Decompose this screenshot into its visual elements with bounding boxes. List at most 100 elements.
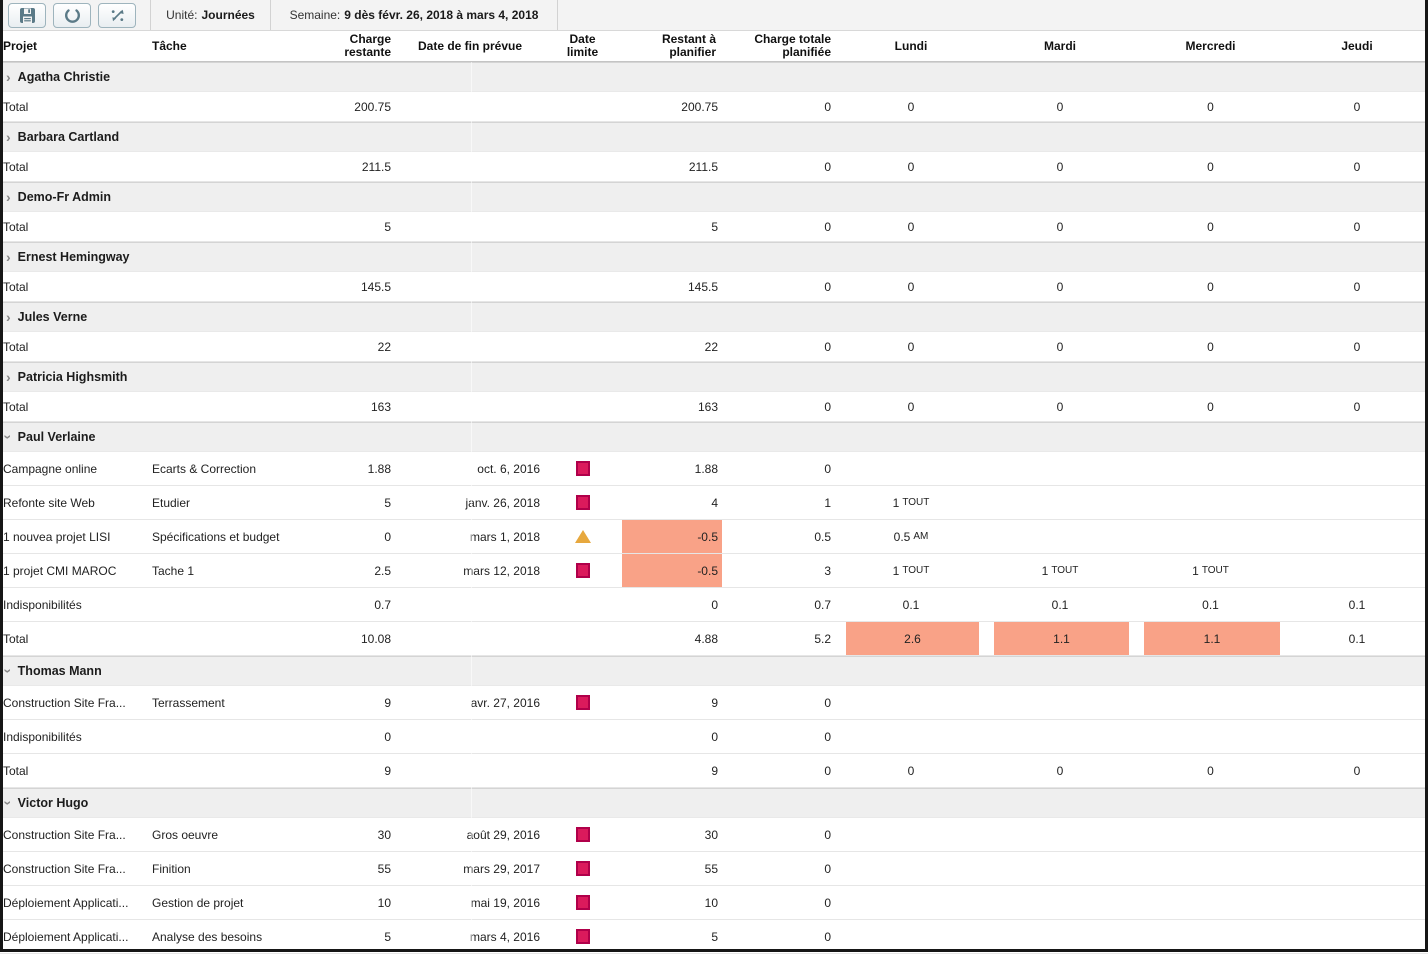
day-cell-lundi[interactable]: 1 TOUT	[837, 554, 985, 587]
day-cell-mardi[interactable]	[985, 686, 1135, 719]
toolbar-buttons	[0, 0, 150, 30]
day-cell-jeudi[interactable]	[1286, 886, 1428, 919]
chevron-right-icon[interactable]: ›	[6, 69, 11, 85]
day-cell-mercredi[interactable]	[1135, 818, 1286, 851]
day-cell-mercredi: 0	[1135, 754, 1286, 787]
day-cell-mercredi: 0	[1135, 392, 1286, 421]
resource-name: Patricia Highsmith	[17, 370, 128, 384]
resource-name: Thomas Mann	[17, 664, 102, 678]
day-cell-lundi[interactable]	[837, 886, 985, 919]
refresh-button[interactable]	[53, 2, 91, 28]
column-header-charge-totale[interactable]: Charge totale planifiée	[754, 32, 831, 59]
cell-date-limite	[543, 920, 622, 953]
resource-name: Victor Hugo	[17, 796, 89, 810]
cell-date-limite	[543, 686, 622, 719]
cell-restant-a-planifier: 30	[704, 827, 718, 842]
day-cell-mardi[interactable]	[985, 852, 1135, 885]
cell-charge-restante: 9	[384, 695, 391, 710]
cell-restant-a-planifier: 1.88	[694, 461, 718, 476]
day-cell-jeudi[interactable]	[1286, 686, 1428, 719]
cell-charge-totale-planifiee: 0	[824, 279, 831, 294]
cell-restant-a-planifier: 4.88	[694, 631, 718, 646]
unit-section: Unité: Journées	[150, 0, 270, 30]
chevron-right-icon[interactable]: ›	[6, 369, 11, 385]
day-cell-mercredi[interactable]	[1135, 486, 1286, 519]
day-cell-jeudi[interactable]	[1286, 486, 1428, 519]
day-cell-mardi: 0	[985, 212, 1135, 241]
group-header-row[interactable]: › Victor Hugo	[0, 788, 1428, 818]
cell-restant-a-planifier: 211.5	[688, 159, 718, 174]
day-cell-mercredi[interactable]	[1135, 452, 1286, 485]
day-cell-jeudi[interactable]	[1286, 920, 1428, 953]
day-cell-lundi[interactable]	[837, 818, 985, 851]
cell-date-fin-prevue: mars 29, 2017	[463, 861, 540, 876]
column-header-charge-restante[interactable]: Charge restante	[344, 32, 391, 59]
day-cell-jeudi[interactable]	[1286, 452, 1428, 485]
group-header-row[interactable]: › Demo-Fr Admin	[0, 182, 1428, 212]
column-header-jeudi[interactable]: Jeudi	[1341, 38, 1373, 53]
day-cell-lundi[interactable]	[837, 686, 985, 719]
day-value: 0	[1056, 279, 1064, 294]
group-header-row[interactable]: › Paul Verlaine	[0, 422, 1428, 452]
group-header-row[interactable]: › Barbara Cartland	[0, 122, 1428, 152]
column-header-mercredi[interactable]: Mercredi	[1185, 38, 1236, 53]
day-value: 0	[907, 339, 915, 354]
day-cell-mardi[interactable]	[985, 886, 1135, 919]
column-header-tache[interactable]: Tâche	[152, 38, 187, 53]
cell-charge-totale-planifiee: 0	[824, 219, 831, 234]
total-label: Total	[3, 159, 29, 174]
day-cell-mercredi[interactable]	[1135, 920, 1286, 953]
chevron-down-icon[interactable]: ›	[0, 434, 17, 440]
day-cell-jeudi[interactable]	[1286, 852, 1428, 885]
day-cell-mercredi: 0	[1135, 152, 1286, 181]
day-cell-mercredi[interactable]	[1135, 686, 1286, 719]
day-cell-mercredi[interactable]	[1135, 520, 1286, 553]
save-button[interactable]	[8, 2, 46, 28]
day-cell-jeudi[interactable]	[1286, 818, 1428, 851]
group-header-row[interactable]: › Ernest Hemingway	[0, 242, 1428, 272]
cell-date-limite	[543, 486, 622, 519]
day-cell-lundi[interactable]: 0.5 AM	[837, 520, 985, 553]
day-cell-jeudi[interactable]	[1286, 554, 1428, 587]
chevron-right-icon[interactable]: ›	[6, 309, 11, 325]
group-header-row[interactable]: › Jules Verne	[0, 302, 1428, 332]
column-header-projet[interactable]: Projet	[3, 38, 38, 53]
chevron-right-icon[interactable]: ›	[6, 249, 11, 265]
column-header-restant[interactable]: Restant à planifier	[661, 32, 716, 59]
chevron-down-icon[interactable]: ›	[0, 800, 17, 806]
day-cell-mardi[interactable]: 1 TOUT	[985, 554, 1135, 587]
day-cell-mardi[interactable]	[985, 452, 1135, 485]
cell-projet: Construction Site Fra...	[3, 827, 126, 842]
day-cell-mardi[interactable]	[985, 818, 1135, 851]
day-cell-mercredi[interactable]	[1135, 886, 1286, 919]
day-cell-lundi[interactable]	[837, 852, 985, 885]
group-header-row[interactable]: › Agatha Christie	[0, 62, 1428, 92]
overload-highlight: 1.1	[1144, 622, 1280, 655]
swap-arrows-button[interactable]	[98, 2, 136, 28]
cell-charge-restante: 5	[384, 929, 391, 944]
cell-restant-a-planifier: 10	[704, 895, 718, 910]
task-row: Construction Site Fra... Terrassement 9 avr…	[0, 686, 1428, 720]
chevron-right-icon[interactable]: ›	[6, 189, 11, 205]
day-cell-mercredi[interactable]	[1135, 852, 1286, 885]
day-cell-lundi[interactable]	[837, 452, 985, 485]
column-header-lundi[interactable]: Lundi	[894, 38, 928, 53]
chevron-right-icon[interactable]: ›	[6, 129, 11, 145]
day-cell-lundi[interactable]	[837, 920, 985, 953]
day-cell-jeudi[interactable]	[1286, 520, 1428, 553]
day-cell-lundi: 0	[837, 332, 985, 361]
day-value: 0	[1353, 99, 1361, 114]
chevron-down-icon[interactable]: ›	[0, 668, 17, 674]
day-cell-mardi[interactable]	[985, 920, 1135, 953]
column-header-mardi[interactable]: Mardi	[1043, 38, 1076, 53]
group-header-row[interactable]: › Patricia Highsmith	[0, 362, 1428, 392]
day-cell-mercredi[interactable]: 1 TOUT	[1135, 554, 1286, 587]
day-cell-mardi[interactable]	[985, 520, 1135, 553]
day-cell-mardi[interactable]	[985, 486, 1135, 519]
column-header-date-limite[interactable]: Date limite	[566, 32, 599, 59]
day-cell-lundi[interactable]: 1 TOUT	[837, 486, 985, 519]
column-header-date-fin[interactable]: Date de fin prévue	[417, 38, 523, 53]
task-row: Indisponibilités 0.7 0 0.7 0.1 0.1 0.1 0.1	[0, 588, 1428, 622]
day-value: 0	[1207, 399, 1214, 414]
group-header-row[interactable]: › Thomas Mann	[0, 656, 1428, 686]
